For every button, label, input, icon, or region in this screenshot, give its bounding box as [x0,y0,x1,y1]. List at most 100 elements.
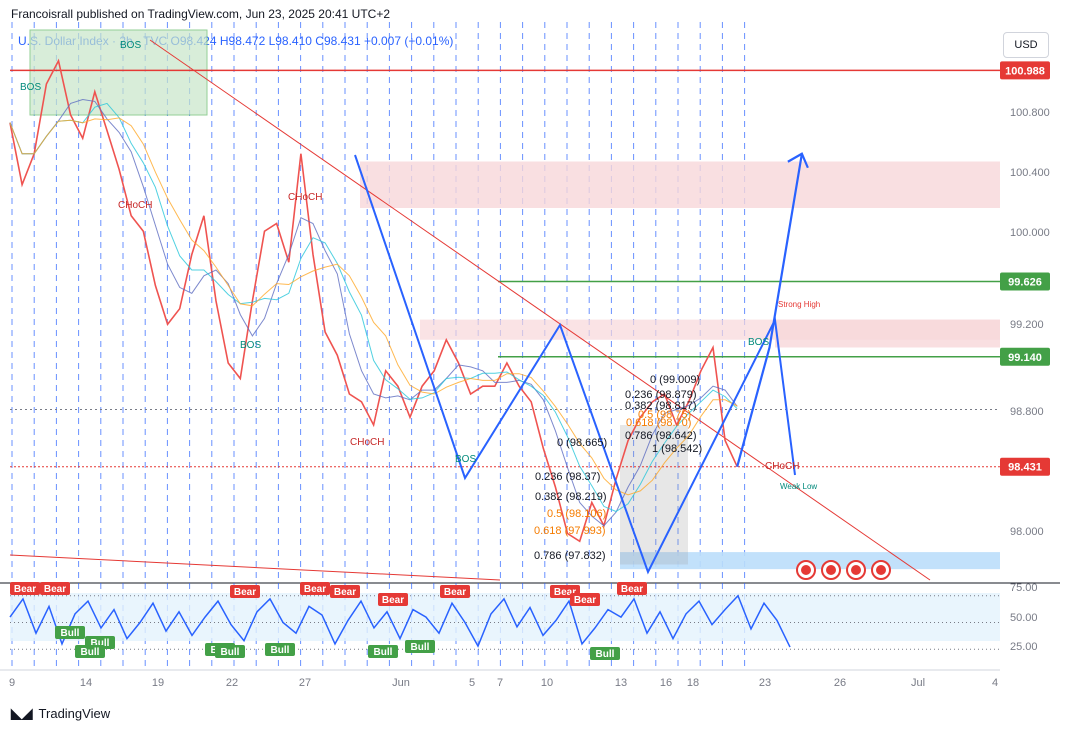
demand-zone-blue [620,552,1000,570]
signal-badge-box [405,640,435,653]
tradingview-logo[interactable]: ◣◢ TradingView [11,705,110,722]
price-label-badge [1000,61,1050,80]
annotation-label: BOS [240,340,261,351]
time-axis-tick: 10 [541,677,553,689]
wave-zigzag [354,154,796,575]
signal-badge-label: Bull [596,649,615,660]
annotation-label: CHoCH [118,200,152,211]
bear-signal-badge: Bear [440,585,470,598]
signal-badge-label: Bear [44,584,66,595]
signal-badge-label: Bear [554,587,576,598]
annotation-label: 0.786 (98.642) [625,430,697,442]
signal-badge-box [570,593,600,606]
annotation-label: 0.618 (97.993) [534,525,606,537]
chart-canvas[interactable]: BOS BOS BOS BOS BOS CHoCH CHoCH CHoCH CHoCH Stron… [0,0,1072,700]
publisher-line: Francoisrall published on TradingView.co… [11,7,391,21]
time-axis-tick: 4 [992,677,998,689]
event-flag-icon [876,565,886,575]
signal-badge-box [55,626,85,639]
signal-badge-label: Bear [234,587,256,598]
annotation-label: 0.5 (98.106) [547,508,606,520]
signal-badge-box [75,645,105,658]
annotation-label: 1 (98.542) [652,443,702,455]
time-axis-tick: 19 [152,677,164,689]
price-label-text: 99.626 [1008,276,1042,288]
annotation-label: Strong High [778,300,820,309]
price-axis-tick: 98.000 [1010,526,1044,538]
price-label-badge [1000,457,1050,476]
bull-signal-badge: Bull [265,643,295,656]
bear-signal-badge: Bear [617,582,647,595]
time-axis-tick: 18 [687,677,699,689]
price-axis-tick: 100.000 [1010,227,1050,239]
signal-badge-box [40,582,70,595]
bear-signal-badge: Bear [230,585,260,598]
signal-badge-label: Bear [304,584,326,595]
annotation-label: Weak Low [780,482,817,491]
bull-signal-badge: Bull [368,645,398,658]
time-axis-tick: Jun [392,677,410,689]
bear-signal-badge: Bear [378,593,408,606]
signal-badge-label: Bull [61,628,80,639]
rsi-panel: BullBullBullBullBullBullBullBullBullBear… [9,582,1000,660]
signal-badge-label: Bear [621,584,643,595]
demand-zone-green [29,29,208,116]
event-flag-icon [826,565,836,575]
annotation-label: 0 (99.009) [650,374,700,386]
rsi-axis-tick: 25.00 [1010,641,1038,653]
signal-badge-label: Bull [271,645,290,656]
annotation-label: 0.382 (98.219) [535,491,607,503]
signal-badge-label: Bear [382,595,404,606]
time-axis-tick: 23 [759,677,771,689]
rsi-line [9,594,791,648]
time-grid [11,22,746,670]
time-axis-tick: Jul [911,677,925,689]
signal-badge-label: Bull [81,647,100,658]
bull-signal-badge: Bull [590,647,620,660]
time-axis-tick: 7 [497,677,503,689]
time-axis-tick: 5 [469,677,475,689]
axes: 100.800 100.400 100.000 99.200 98.800 98.000 1… [0,61,1050,689]
annotation-label: BOS [455,454,476,465]
projection-path [736,153,803,467]
price-label-text: 100.988 [1005,65,1045,77]
logo-icon: ◣◢ [11,705,33,721]
annotation-label: 0 (98.665) [557,437,607,449]
bear-signal-badge: Bear [570,593,600,606]
time-axis-tick: 9 [9,677,15,689]
signal-badge-box [330,585,360,598]
brand-label: TradingView [38,706,111,721]
signal-badge-label: Bull [91,638,110,649]
price-axis-tick: 100.400 [1010,167,1050,179]
price-axis-tick: 100.800 [1010,107,1050,119]
annotation-label: CHoCH [350,437,384,448]
annotations: BOS BOS BOS BOS BOS CHoCH CHoCH CHoCH CHoCH Stron… [20,40,891,580]
annotation-label: 0.786 (97.832) [534,550,606,562]
moving-average-line [9,98,738,527]
annotation-label: 0.236 (98.37) [535,471,600,483]
bull-signal-badge: Bull [405,640,435,653]
rsi-axis-tick: 75.00 [1010,582,1038,594]
price-axis-tick: 99.200 [1010,319,1044,331]
price-label-text: 99.140 [1008,352,1042,364]
lower-trendline [9,554,501,581]
annotation-label: CHoCH [288,192,322,203]
time-axis-tick: 14 [80,677,92,689]
price-zones [9,29,1000,581]
signal-badge-label: Bear [574,595,596,606]
annotation-label: 0.5 (98.75) [638,409,691,421]
event-flag-icon [851,565,861,575]
currency-button[interactable]: USD [1003,32,1049,58]
signal-badge-box [440,585,470,598]
bear-signal-badge: Bear [330,585,360,598]
signal-badge-label: Bear [334,587,356,598]
bull-signal-badge: Bull [55,626,85,639]
supply-zone-upper [360,161,1000,208]
signal-badge-box [590,647,620,660]
annotation-label: CHoCH [765,461,799,472]
time-axis-tick: 26 [834,677,846,689]
bull-signal-badge: Bull [215,645,245,658]
bear-signal-badge: Bear [300,582,330,595]
time-axis-tick: 27 [299,677,311,689]
signal-badge-box [10,582,40,595]
